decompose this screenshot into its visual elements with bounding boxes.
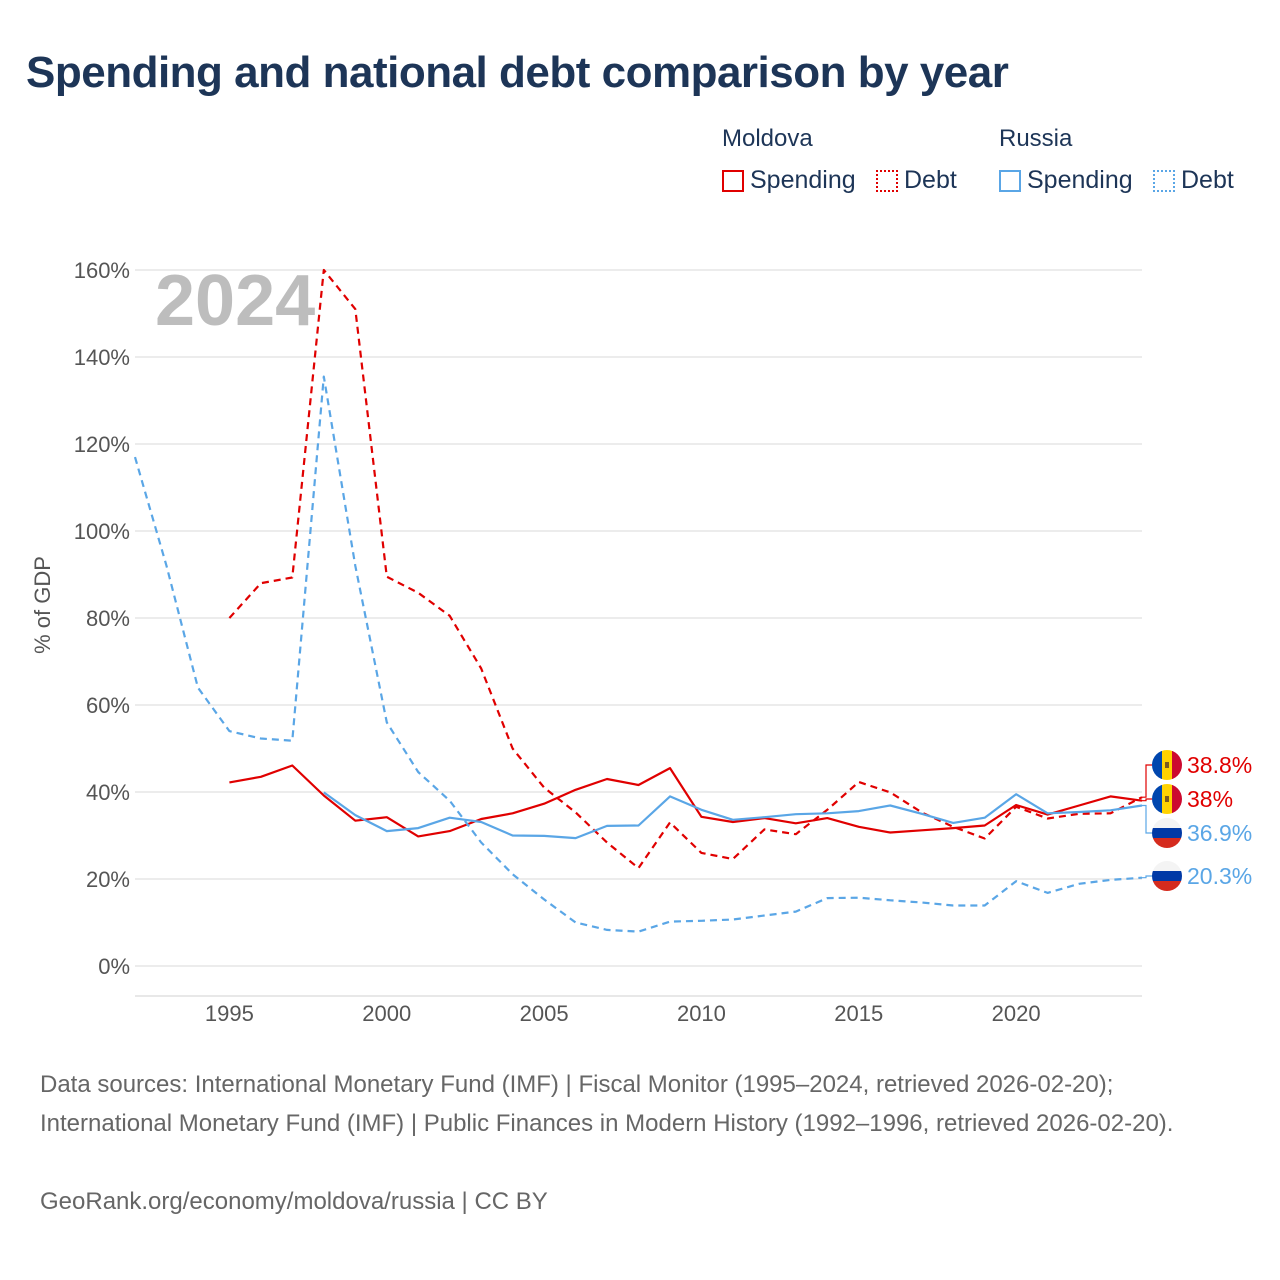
end-value-label: 38% (1187, 786, 1233, 812)
footer-credit: GeoRank.org/economy/moldova/russia | CC … (40, 1188, 548, 1215)
x-tick-label: 2005 (520, 1001, 569, 1026)
x-tick-label: 2000 (362, 1001, 411, 1026)
series-line-moldova-debt[interactable] (228, 268, 1143, 870)
legend-swatch-russia-spending (999, 169, 1021, 192)
legend-item-moldova-spending[interactable]: Spending (722, 166, 856, 195)
legend-label-russia-spending: Spending (1027, 166, 1133, 194)
x-tick-label: 2015 (834, 1001, 883, 1026)
x-tick-label: 1995 (205, 1001, 254, 1026)
flag-moldova-icon (1152, 784, 1182, 814)
legend-swatch-moldova-debt (876, 169, 898, 192)
y-tick-label: 20% (86, 867, 130, 892)
chart-title: Spending and national debt comparison by… (26, 48, 1009, 97)
legend-swatch-moldova-spending (722, 169, 744, 192)
y-tick-label: 120% (74, 432, 130, 457)
y-tick-label: 60% (86, 693, 130, 718)
y-tick-label: 140% (74, 345, 130, 370)
legend-swatch-russia-debt (1153, 169, 1175, 192)
chart-plot: 2024 % of GDP 0% 20% 40% 60% 80% 100% 120% 140%… (30, 258, 1252, 1026)
year-watermark: 2024 (155, 261, 315, 341)
end-label-connector (1142, 875, 1152, 879)
x-tick-label: 2020 (992, 1001, 1041, 1026)
y-tick-label: 0% (98, 954, 130, 979)
y-tick-label: 40% (86, 780, 130, 805)
end-label-connector (1142, 804, 1152, 834)
legend-group-moldova: Moldova (722, 125, 813, 152)
y-tick-label: 80% (86, 606, 130, 631)
legend-item-russia-spending[interactable]: Spending (999, 166, 1133, 195)
legend-label-russia-debt: Debt (1181, 166, 1234, 194)
series-line-moldova-spending[interactable] (229, 764, 1143, 838)
x-tick-label: 2010 (677, 1001, 726, 1026)
y-axis-label: % of GDP (30, 556, 55, 654)
legend-item-russia-debt[interactable]: Debt (1153, 166, 1234, 195)
legend-group-russia: Russia (999, 125, 1073, 152)
legend-label-moldova-spending: Spending (750, 166, 856, 194)
end-label-connector (1142, 798, 1152, 802)
series-line-russia-spending[interactable] (323, 791, 1143, 840)
end-value-label: 20.3% (1187, 863, 1252, 889)
legend-label-moldova-debt: Debt (904, 166, 957, 194)
flag-russia-icon (1152, 818, 1182, 848)
legend-item-moldova-debt[interactable]: Debt (876, 166, 957, 195)
flag-moldova-icon (1152, 750, 1182, 780)
y-tick-label: 100% (74, 519, 130, 544)
y-tick-label: 160% (74, 258, 130, 283)
end-label-connector (1142, 764, 1152, 798)
end-value-label: 38.8% (1187, 752, 1252, 778)
end-value-label: 36.9% (1187, 820, 1252, 846)
footer-sources: Data sources: International Monetary Fun… (40, 1071, 1174, 1137)
series-line-russia-debt[interactable] (133, 375, 1143, 933)
flag-russia-icon (1152, 861, 1182, 891)
